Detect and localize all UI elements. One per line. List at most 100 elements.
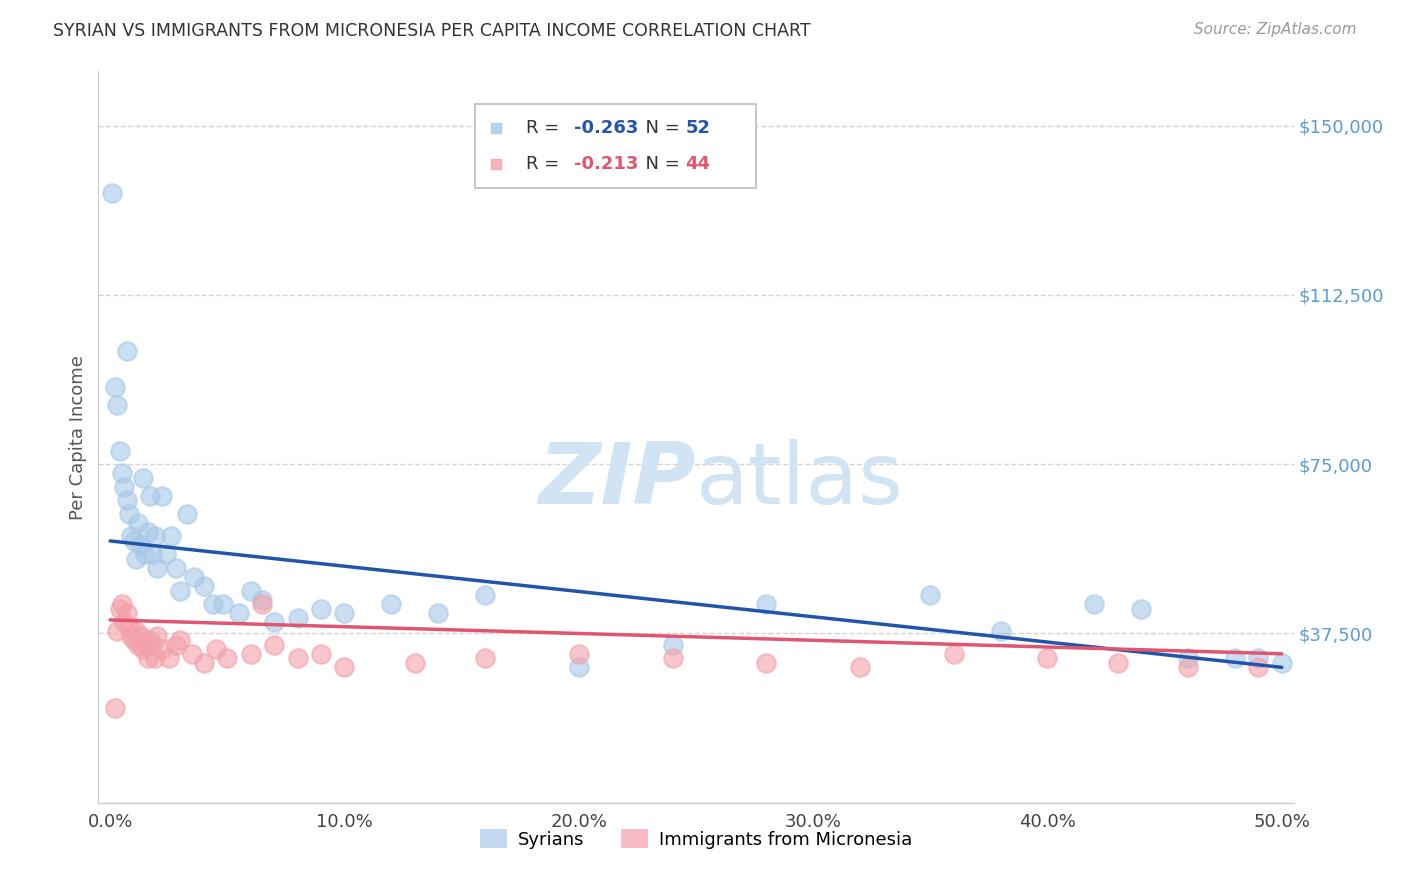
Point [125,624,148,639]
Point [129,538,152,552]
Point [942,647,965,661]
Point [380,597,402,611]
Point [129,629,152,643]
Point [990,624,1012,639]
Point [108,601,131,615]
Point [155,548,177,562]
Point [118,620,141,634]
Point [122,633,145,648]
Point [309,601,332,615]
Point [211,597,233,611]
Point [1247,660,1270,674]
Point [139,489,162,503]
Legend: Syrians, Immigrants from Micronesia: Syrians, Immigrants from Micronesia [472,822,920,856]
Point [1036,651,1059,665]
Point [132,471,155,485]
Point [287,610,309,624]
Point [1130,601,1153,615]
Text: 52: 52 [685,119,710,136]
Point [1107,656,1129,670]
Point [134,638,156,652]
Point [183,570,205,584]
Point [143,651,166,665]
Text: N =: N = [634,119,685,136]
Point [181,647,204,661]
Point [1083,597,1105,611]
Text: Source: ZipAtlas.com: Source: ZipAtlas.com [1194,22,1357,37]
Point [263,615,285,630]
Point [1177,660,1199,674]
Point [1271,656,1294,670]
Point [101,186,124,201]
Point [239,583,262,598]
Point [879,796,901,810]
Text: R =: R = [526,119,565,136]
Point [474,588,496,602]
Point [568,660,591,674]
Point [204,642,226,657]
Y-axis label: Per Capita Income: Per Capita Income [69,355,87,519]
Point [105,399,128,413]
FancyBboxPatch shape [475,104,756,188]
Point [333,606,356,620]
Text: -0.213: -0.213 [574,155,638,173]
Point [136,651,159,665]
Point [252,592,274,607]
Point [125,552,148,566]
Point [169,633,191,648]
Point [333,660,356,674]
Point [127,516,149,530]
Point [661,638,683,652]
Point [122,533,145,548]
Point [1223,651,1246,665]
Point [112,615,135,630]
Point [165,638,187,652]
Text: N =: N = [634,155,685,173]
Point [146,629,169,643]
Point [193,579,215,593]
Point [120,629,142,643]
Point [404,656,426,670]
Point [115,344,138,359]
Point [474,651,496,665]
Point [118,507,141,521]
Point [217,651,239,665]
Point [105,624,128,639]
Point [104,380,127,394]
Point [139,633,162,648]
Text: atlas: atlas [696,440,904,523]
Text: -0.263: -0.263 [574,119,638,136]
Point [1247,651,1270,665]
Point [132,642,155,657]
Point [160,529,183,543]
Point [755,597,778,611]
Point [309,647,332,661]
Point [263,638,285,652]
Point [108,443,131,458]
Point [141,548,163,562]
Point [287,651,309,665]
Text: SYRIAN VS IMMIGRANTS FROM MICRONESIA PER CAPITA INCOME CORRELATION CHART: SYRIAN VS IMMIGRANTS FROM MICRONESIA PER… [53,22,811,40]
Point [568,647,591,661]
Point [157,651,180,665]
Point [115,606,138,620]
Point [661,651,683,665]
Point [150,489,173,503]
Point [146,561,169,575]
Point [111,597,134,611]
Point [115,493,138,508]
Point [849,660,872,674]
Point [176,507,198,521]
Point [120,529,142,543]
Point [104,701,127,715]
Text: ZIP: ZIP [538,440,696,523]
Point [150,642,173,657]
Point [193,656,215,670]
Point [239,647,262,661]
Point [134,548,156,562]
Point [111,466,134,480]
Point [169,583,191,598]
Point [228,606,250,620]
Point [879,796,901,810]
Point [165,561,187,575]
